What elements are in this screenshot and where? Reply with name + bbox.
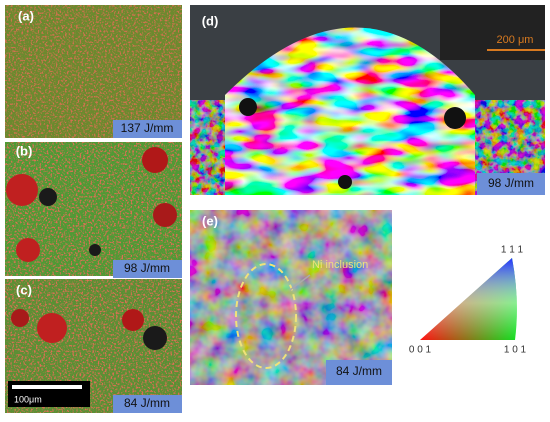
panel-label: (e): [202, 213, 218, 228]
scale-bar: [12, 385, 82, 389]
annotation: Ni inclusion: [312, 259, 368, 271]
energy-label: 84 J/mm: [336, 364, 382, 378]
scale-bar-label: 100μm: [14, 394, 42, 404]
panel-label: (d): [202, 13, 219, 28]
ipf-legend: 1 1 1 0 0 1 1 0 1: [409, 245, 527, 356]
panel-label: (b): [16, 143, 33, 158]
inclusion-outline: [235, 263, 297, 369]
legend-label: 1 0 1: [504, 345, 527, 356]
panel-label: (a): [18, 8, 34, 23]
panel-b: (b) 98 J/mm: [5, 142, 182, 278]
scale-bar-label: 200 μm: [497, 34, 534, 46]
panel-label: (c): [16, 282, 32, 297]
panel-d: 200 μm (d) 98 J/mm: [190, 5, 545, 195]
legend-label: 1 1 1: [501, 245, 524, 256]
panel-c: (c) 100μm 84 J/mm: [5, 279, 182, 413]
legend-label: 0 0 1: [409, 345, 432, 356]
panel-e: Ni inclusion (e) 84 J/mm: [190, 210, 392, 385]
energy-label: 84 J/mm: [124, 396, 170, 410]
energy-label: 137 J/mm: [121, 121, 174, 135]
panel-a: (a) 137 J/mm: [5, 5, 182, 138]
energy-label: 98 J/mm: [488, 176, 534, 190]
energy-label: 98 J/mm: [124, 261, 170, 275]
